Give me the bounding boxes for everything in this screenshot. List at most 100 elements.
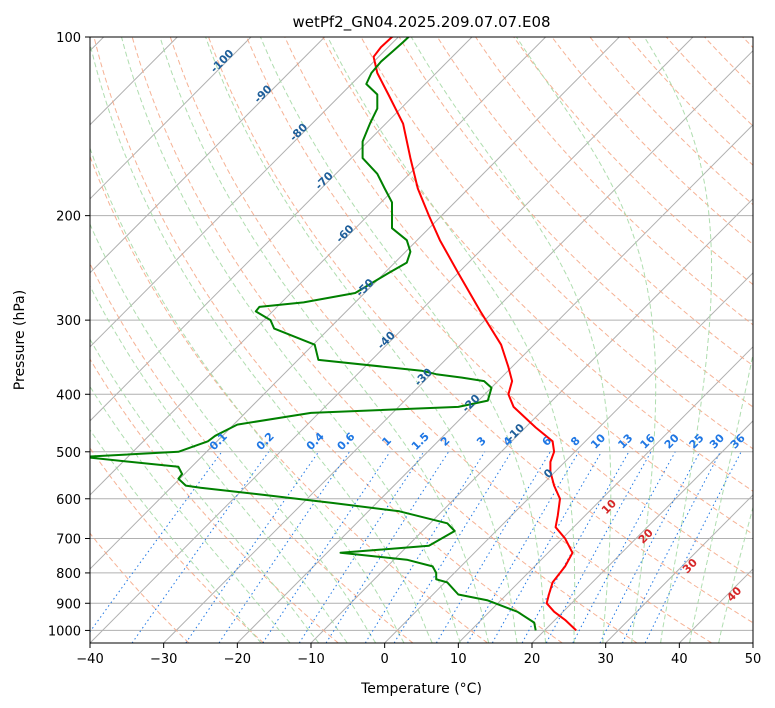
- y-tick-label: 900: [56, 597, 81, 612]
- dry-adiabat-line: [284, 37, 753, 535]
- mixing-ratio-line: [298, 451, 425, 643]
- x-tick-label: 10: [450, 652, 467, 667]
- dry-adiabat-line: [169, 37, 712, 643]
- y-tick-label: 400: [56, 388, 81, 403]
- moist-adiabat-line: [90, 428, 262, 643]
- isotherm-label: -60: [333, 222, 356, 245]
- mixing-ratio-line: [572, 451, 676, 643]
- moist-adiabat-line: [90, 222, 377, 643]
- isotherm-line: [384, 272, 753, 643]
- mixing-ratio-label: 0.4: [304, 430, 327, 453]
- mixing-ratio-label: 36: [728, 431, 748, 451]
- mixing-ratio-line: [621, 451, 721, 643]
- moist-adiabat-line: [90, 338, 320, 643]
- dry-adiabat-line: [208, 37, 753, 624]
- mixing-ratio-line: [262, 451, 391, 643]
- mixing-ratio-line: [185, 451, 320, 643]
- moist-adiabat-line: [205, 37, 518, 643]
- mixing-ratio-label: 20: [662, 431, 682, 451]
- x-tick-label: 50: [745, 652, 762, 667]
- moist-adiabat-line: [260, 37, 547, 643]
- mixing-ratio-label: 1: [379, 434, 394, 449]
- isotherm-line: [752, 642, 753, 643]
- dry-adiabats: [90, 37, 753, 643]
- isotherm-line: [90, 37, 325, 274]
- dry-adiabat-line: [742, 37, 753, 49]
- moist-adiabat-label: 40: [724, 584, 744, 604]
- chart-title: wetPf2_GN04.2025.209.07.07.E08: [292, 13, 550, 32]
- isotherm-label: -30: [412, 365, 435, 388]
- mixing-ratio-line: [90, 451, 223, 633]
- mixing-ratio-label: 0.1: [207, 430, 230, 453]
- x-tick-label: −10: [297, 652, 324, 667]
- x-axis-ticks: −40 −30 −20 −10 0 10 20 30 40 50: [76, 643, 761, 667]
- dry-adiabat-line: [436, 37, 753, 367]
- y-tick-label: 800: [56, 567, 81, 582]
- y-tick-label: 1000: [48, 624, 81, 639]
- temperature-profile-line: [372, 37, 577, 632]
- dry-adiabat-line: [475, 37, 753, 326]
- x-tick-label: 0: [381, 652, 389, 667]
- isotherm-line: [163, 49, 753, 643]
- isotherm-label: -20: [459, 392, 482, 415]
- isotherm-line: [90, 37, 546, 496]
- x-tick-label: −30: [150, 652, 177, 667]
- mixing-ratio-line: [131, 451, 270, 643]
- dry-adiabat-line: [360, 37, 753, 450]
- dry-adiabat-line: [322, 37, 753, 492]
- moist-adiabats: [90, 37, 753, 643]
- y-axis-ticks: 100 200 300 400 500 600 700 800 900 1000: [48, 31, 90, 639]
- mixing-ratio-line: [435, 451, 551, 643]
- isotherm-line: [90, 37, 399, 348]
- x-tick-label: 30: [597, 652, 614, 667]
- mixing-ratio-line: [393, 451, 512, 643]
- moist-adiabat-line: [159, 37, 490, 643]
- y-tick-label: 600: [56, 493, 81, 508]
- y-tick-label: 500: [56, 446, 81, 461]
- dry-adiabat-line: [90, 262, 414, 643]
- dry-adiabat-line: [704, 37, 753, 88]
- mixing-ratio-label: 1.5: [409, 430, 432, 453]
- y-tick-label: 100: [56, 31, 81, 46]
- x-tick-label: −40: [76, 652, 103, 667]
- isotherm-label: -40: [375, 329, 398, 352]
- mixing-ratio-label: 30: [707, 431, 727, 451]
- moist-adiabat-line: [410, 37, 612, 643]
- x-axis-label: Temperature (°C): [360, 681, 482, 697]
- x-tick-label: −20: [224, 652, 251, 667]
- isotherm-line: [90, 37, 620, 570]
- dry-adiabat-line: [589, 37, 753, 206]
- dry-adiabat-line: [93, 37, 563, 643]
- dry-adiabat-line: [90, 532, 190, 643]
- isotherm-line: [90, 37, 473, 422]
- dewpoint-profile-line: [90, 37, 537, 631]
- plot-area: -100-90-80-70-60-50-40-30-20-1000.1 0.2 0.…: [90, 37, 753, 643]
- mixing-ratio-label: 0.6: [335, 430, 358, 453]
- mixing-ratio-lines: [90, 451, 742, 643]
- moist-adiabat-line: [718, 505, 753, 643]
- x-tick-label: 40: [671, 652, 688, 667]
- mixing-ratio-line: [325, 451, 450, 643]
- sounding-profiles: [90, 37, 577, 632]
- moist-adiabat-line: [90, 285, 348, 643]
- y-axis-label: Pressure (hPa): [12, 290, 28, 390]
- dry-adiabat-line: [90, 447, 264, 643]
- plot-frame: [89, 36, 754, 644]
- isotherm-line: [457, 346, 753, 643]
- moist-adiabat-label: 10: [599, 497, 619, 517]
- isotherm-label: -80: [287, 121, 310, 144]
- mixing-ratio-line: [467, 451, 580, 643]
- mixing-ratio-label: 2: [438, 434, 453, 449]
- dry-adiabat-line: [90, 358, 339, 643]
- grid-lines: [90, 37, 753, 643]
- mixing-ratio-label: 10: [588, 431, 608, 451]
- dry-adiabat-line: [90, 155, 488, 643]
- isotherm-line: [605, 494, 753, 643]
- dry-adiabat-line: [131, 37, 638, 643]
- isotherm-line: [90, 37, 252, 200]
- x-tick-label: 20: [524, 652, 541, 667]
- isotherm-line: [236, 124, 753, 643]
- mixing-ratio-label: 3: [474, 434, 489, 449]
- moist-adiabat-line: [90, 146, 405, 643]
